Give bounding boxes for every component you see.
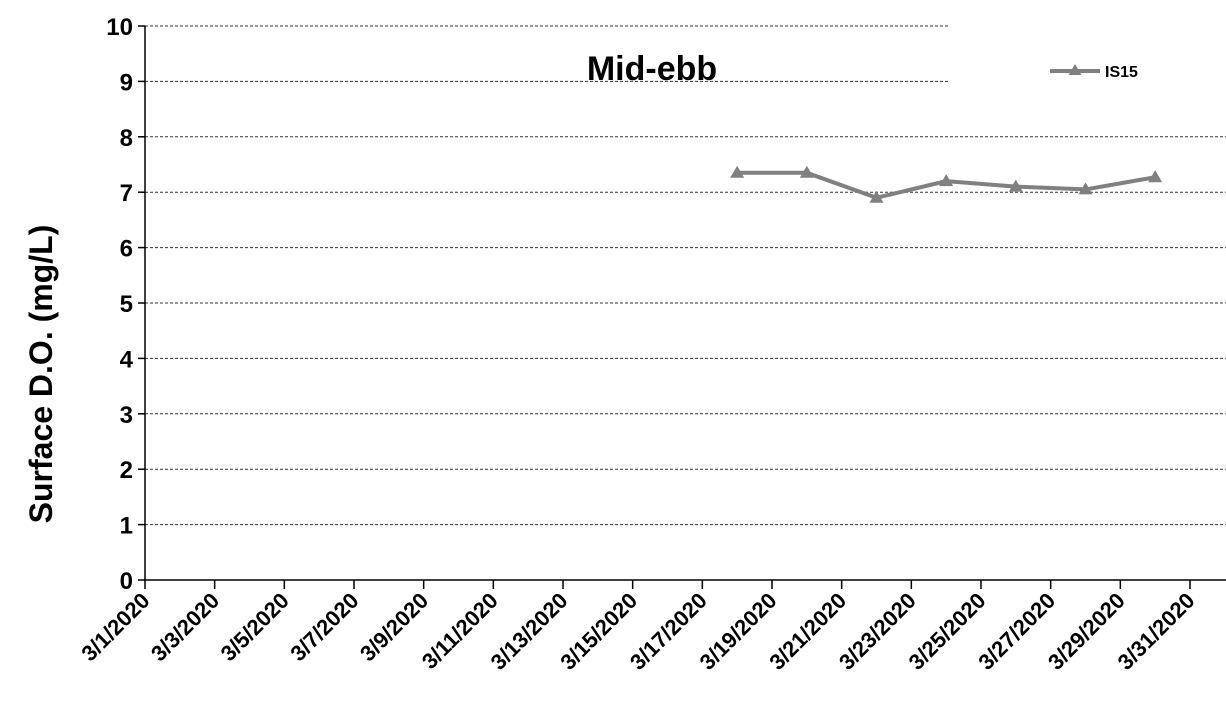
y-tick-label: 4 xyxy=(120,346,134,373)
x-tick-label: 3/31/2020 xyxy=(1113,588,1200,675)
axes xyxy=(144,26,1226,589)
x-tick-label: 3/7/2020 xyxy=(285,588,363,666)
y-axis-label: Surface D.O. (mg/L) xyxy=(23,225,59,524)
chart-title: Mid-ebb xyxy=(587,50,717,88)
x-tick-labels: 3/1/20203/3/20203/5/20203/7/20203/9/2020… xyxy=(76,588,1199,675)
y-tick-label: 1 xyxy=(120,513,133,540)
data-point-is15 xyxy=(939,174,954,187)
legend-marker-is15 xyxy=(1068,64,1082,75)
x-tick-label: 3/3/2020 xyxy=(146,588,224,666)
y-tick-label: 7 xyxy=(120,180,133,207)
y-tick-label: 5 xyxy=(120,291,133,318)
y-tick-labels: 0 1 2 3 4 5 6 7 8 9 10 xyxy=(106,14,133,595)
y-tick-label: 8 xyxy=(120,125,133,152)
data-point-is15 xyxy=(1008,179,1023,192)
y-tick-label: 2 xyxy=(120,457,133,484)
y-tick-label: 6 xyxy=(120,236,133,263)
data-point-is15 xyxy=(730,165,745,178)
y-tick-label: 3 xyxy=(120,402,133,429)
y-tick-label: 0 xyxy=(120,568,133,595)
series-group xyxy=(730,165,1163,203)
gridlines xyxy=(138,25,1226,581)
legend-label-is15: IS15 xyxy=(1105,64,1138,81)
legend: IS15 xyxy=(1050,64,1138,81)
x-tick-label: 3/1/2020 xyxy=(76,588,154,666)
x-tick-label: 3/5/2020 xyxy=(216,588,294,666)
y-tick-label: 9 xyxy=(120,69,133,96)
data-point-is15 xyxy=(1148,170,1163,183)
data-point-is15 xyxy=(799,165,814,178)
data-point-is15 xyxy=(1078,182,1093,195)
data-point-is15 xyxy=(869,190,884,203)
y-tick-label: 10 xyxy=(106,14,133,41)
